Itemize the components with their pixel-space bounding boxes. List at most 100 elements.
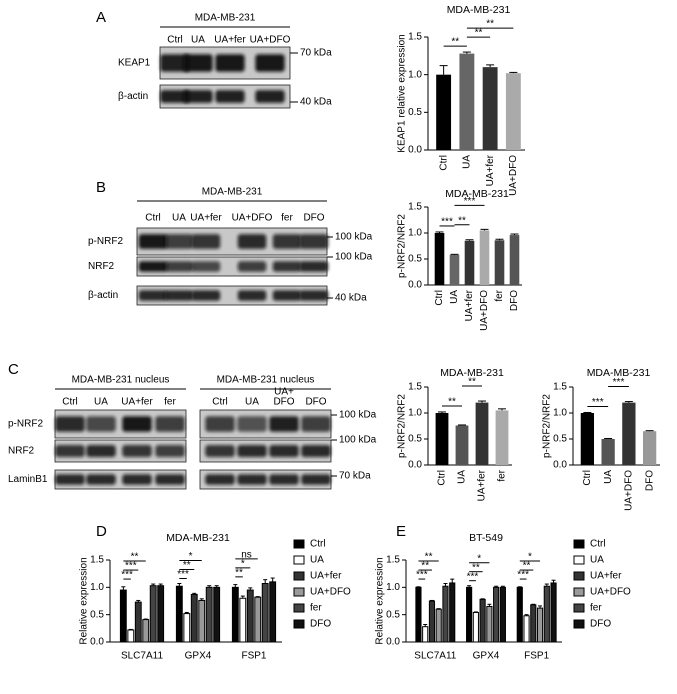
y-tick-label: 1.0	[408, 228, 422, 239]
bar	[449, 582, 456, 643]
lane-label: Ctrl	[62, 397, 78, 408]
bar	[261, 583, 269, 643]
lane-label: UA+fer	[121, 397, 153, 408]
sig-label: **	[235, 568, 243, 579]
y-tick-label: 1.0	[90, 582, 104, 593]
x-tick-label: UA	[603, 470, 614, 484]
y-tick-label: 1.5	[408, 382, 422, 393]
x-tick-label: SLC7A11	[414, 651, 457, 662]
sig-label: ***	[177, 569, 189, 580]
bar	[466, 586, 473, 643]
blot-band	[269, 474, 299, 485]
blot-band	[301, 444, 331, 458]
legend-swatch	[573, 587, 585, 597]
bar	[499, 586, 506, 643]
x-tick-label: UA+fer	[485, 154, 496, 186]
x-tick-label: GPX4	[473, 651, 500, 662]
bar	[434, 233, 445, 285]
blot-band	[205, 444, 235, 458]
sig-label: ***	[416, 570, 428, 581]
bar	[190, 593, 198, 643]
lane-label: UA+DFO	[250, 35, 291, 46]
blot-band	[86, 416, 116, 432]
blot-band	[237, 474, 267, 485]
x-tick-label: UA+DFO	[508, 155, 519, 196]
sig-label: **	[523, 561, 531, 572]
blot-band	[272, 261, 302, 272]
bar	[449, 254, 460, 285]
y-axis-label: p-NRF2/NRF2	[397, 394, 408, 458]
row-label: NRF2	[8, 446, 35, 457]
sig-label: *	[528, 552, 532, 563]
bar	[479, 230, 490, 285]
legend-label: UA+fer	[310, 571, 342, 582]
blot-title: MDA-MB-231 nucleus	[217, 375, 315, 386]
y-tick-label: 1.5	[90, 555, 104, 566]
y-axis-label: Relative expression	[375, 557, 386, 644]
blot-band	[237, 234, 267, 249]
sig-label: **	[486, 19, 494, 30]
lane-label: UA+fer	[214, 35, 246, 46]
blot-band	[155, 474, 185, 485]
blot-band	[55, 444, 85, 458]
blot-band	[55, 474, 85, 485]
blot-title: MDA-MB-231	[195, 13, 256, 24]
y-tick-label: 1.5	[553, 382, 567, 393]
bar	[157, 585, 165, 643]
y-tick-label: 1.0	[408, 408, 422, 419]
y-tick-label: 1.5	[408, 202, 422, 213]
legend-swatch	[573, 555, 585, 565]
marker-label: 70 kDa	[300, 48, 332, 59]
legend-swatch	[293, 555, 305, 565]
bar	[435, 413, 449, 465]
x-tick-label: DFO	[644, 470, 655, 491]
x-tick-label: UA+DFO	[624, 470, 635, 511]
blot-band	[215, 54, 245, 72]
bar	[205, 586, 213, 643]
blot-band	[299, 261, 329, 272]
blot-band	[191, 234, 221, 249]
bar	[213, 586, 221, 643]
x-tick-label: FSP1	[524, 651, 549, 662]
marker-label: 40 kDa	[300, 97, 332, 108]
blot-band	[155, 416, 185, 432]
legend-swatch	[293, 587, 305, 597]
bar	[543, 585, 550, 643]
x-tick-label: Ctrl	[437, 470, 448, 486]
marker-label: 70 kDa	[339, 471, 371, 482]
chart-title: BT-549	[469, 532, 503, 544]
row-label: LaminB1	[8, 474, 48, 485]
y-tick-label: 0.0	[408, 280, 422, 291]
legend-label: Ctrl	[310, 539, 326, 550]
y-tick-label: 0.5	[408, 254, 422, 265]
panel-label: E	[396, 523, 406, 540]
blot-band	[237, 261, 267, 272]
bar	[580, 413, 595, 465]
lane-label: UA+	[274, 387, 294, 398]
blot-band	[299, 290, 329, 301]
bar	[472, 611, 479, 643]
bar	[493, 586, 500, 643]
blot-band	[299, 234, 329, 249]
bar	[442, 585, 449, 643]
x-tick-label: UA	[462, 155, 473, 169]
blot-band	[164, 290, 194, 301]
bar	[239, 597, 247, 643]
x-tick-label: Ctrl	[438, 155, 449, 171]
bar	[495, 410, 509, 465]
x-tick-label: Ctrl	[434, 290, 445, 306]
panel-label: D	[96, 523, 107, 540]
bar	[550, 582, 557, 643]
marker-label: 100 kDa	[335, 252, 373, 263]
bar	[436, 74, 452, 150]
row-label: p-NRF2	[88, 236, 123, 247]
x-tick-label: DFO	[509, 290, 520, 311]
chart-title: MDA-MB-231	[440, 367, 504, 379]
legend-label: fer	[310, 603, 322, 614]
lane-label: fer	[281, 213, 293, 224]
bar	[422, 626, 429, 643]
legend-label: UA+DFO	[590, 587, 631, 598]
bar	[175, 585, 183, 643]
sig-label: **	[475, 28, 483, 39]
